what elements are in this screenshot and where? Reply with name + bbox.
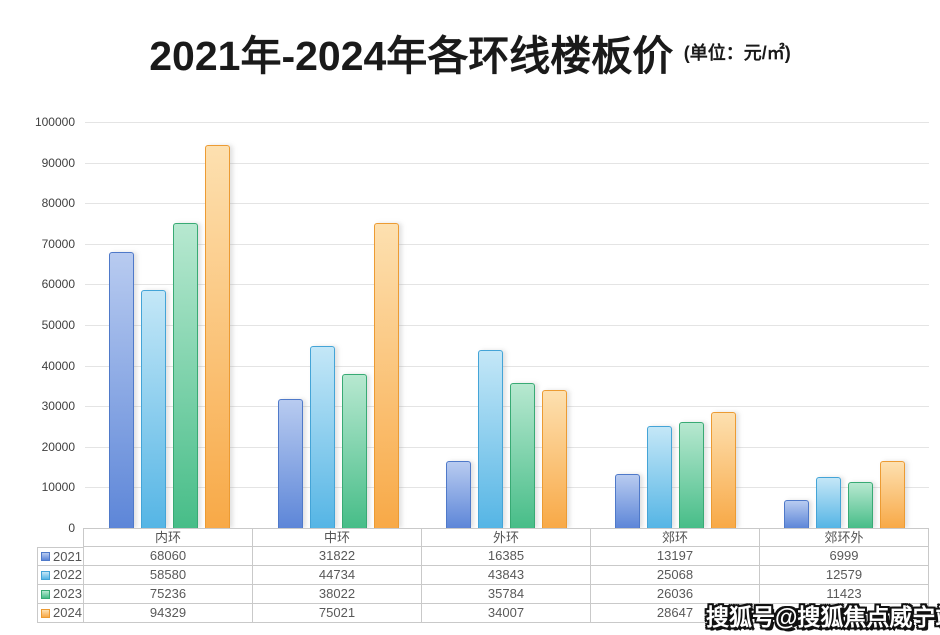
value-cell-2021-cat5: 6999: [760, 547, 929, 566]
value-cell-2023-cat4: 26036: [591, 585, 760, 604]
value-cell-2024-cat2: 75021: [253, 604, 422, 623]
value-cell-2022-cat5: 12579: [760, 566, 929, 585]
legend-year-label: 2023: [53, 586, 82, 601]
bar-2021-cat5: [784, 499, 810, 528]
bar-group-3: [423, 122, 592, 528]
gridline: [85, 487, 929, 489]
bar-2022-cat2: [309, 346, 335, 528]
value-cell-2024-cat3: 34007: [422, 604, 591, 623]
chart-title-text: 2021年-2024年各环线楼板价: [149, 33, 674, 79]
y-axis-label: 70000: [41, 236, 75, 251]
bar-2021-cat2: [277, 398, 303, 528]
bar-2023-cat4: [679, 422, 705, 528]
table-row-2021: 2021 68060 31822 16385 13197 6999: [37, 547, 929, 566]
category-header-4: 郊环: [591, 529, 760, 547]
table-row-2024: 2024 94329 75021 34007 28647 16500: [37, 604, 929, 623]
bar-2021-cat4: [615, 474, 641, 528]
value-cell-2023-cat2: 38022: [253, 585, 422, 604]
bar-2023-cat1: [172, 222, 198, 528]
value-cell-2022-cat1: 58580: [84, 566, 253, 585]
bar-2024-cat2: [373, 223, 399, 528]
legend-key-icon: [41, 589, 50, 599]
gridline: [85, 243, 929, 245]
category-header-2: 中环: [253, 529, 422, 547]
legend-cell-2022: 2022: [38, 566, 84, 585]
y-axis-label: 100000: [34, 115, 75, 129]
table-row-2022: 2022 58580 44734 43843 25068 12579: [37, 566, 929, 585]
category-header-5: 郊环外: [760, 529, 929, 547]
value-cell-2022-cat2: 44734: [253, 566, 422, 585]
bar-group-4: [591, 122, 760, 528]
bar-2024-cat3: [542, 389, 568, 528]
value-cell-2021-cat2: 31822: [253, 547, 422, 566]
value-cell-2022-cat3: 43843: [422, 566, 591, 585]
legend-year-label: 2022: [53, 567, 82, 582]
bar-2023-cat5: [848, 481, 874, 528]
bar-2024-cat5: [880, 461, 906, 528]
legend-key-icon: [41, 570, 50, 580]
legend-cell-2024: 2024: [38, 604, 84, 623]
legend-year-label: 2024: [53, 605, 82, 620]
value-cell-2021-cat3: 16385: [422, 547, 591, 566]
legend-key-icon: [41, 552, 50, 561]
legend-cell-2023: 2023: [38, 585, 84, 604]
y-axis-label: 50000: [41, 318, 75, 332]
bar-2022-cat5: [816, 476, 842, 528]
y-axis-label: 40000: [41, 358, 75, 373]
data-table-header-row: 内环 中环 外环 郊环 郊环外: [83, 528, 929, 547]
plot-area: 100000 90000 80000 70000 60000 50000 40000 3000…: [35, 115, 929, 535]
y-axis-label: 30000: [41, 399, 75, 414]
value-cell-2022-cat4: 25068: [591, 566, 760, 585]
bar-2024-cat1: [204, 145, 230, 528]
value-cell-2023-cat5: 11423: [760, 585, 929, 604]
watermark: 搜狐号@搜狐焦点威宁站: [706, 604, 940, 630]
bar-2024-cat4: [711, 411, 737, 528]
gridline: [85, 162, 929, 164]
y-axis-label: 80000: [41, 196, 75, 211]
gridline: [85, 406, 929, 408]
gridline: [85, 122, 929, 123]
gridline: [85, 203, 929, 205]
category-header-3: 外环: [422, 529, 591, 547]
bar-2021-cat1: [108, 251, 134, 528]
value-cell-2024-cat1: 94329: [84, 604, 253, 623]
gridline: [85, 446, 929, 448]
bar-group-1: [85, 122, 254, 528]
y-axis-label: 0: [68, 521, 75, 535]
value-cell-2023-cat1: 75236: [84, 585, 253, 604]
value-cell-2024-cat5: 16500: [760, 604, 929, 623]
bar-group-5: [760, 122, 929, 528]
legend-year-label: 2021: [53, 548, 82, 564]
bar-2022-cat4: [647, 426, 673, 528]
y-axis-label: 60000: [41, 277, 75, 292]
value-cell-2023-cat3: 35784: [422, 585, 591, 604]
bar-2022-cat1: [140, 290, 166, 528]
gridline: [85, 325, 929, 326]
legend-cell-2021: 2021: [38, 547, 84, 566]
value-cell-2021-cat1: 68060: [84, 547, 253, 566]
bar-2023-cat2: [341, 373, 367, 528]
chart-title: 2021年-2024年各环线楼板价 (单位：元/㎡): [70, 22, 870, 79]
y-axis-label: 10000: [41, 480, 75, 495]
table-row-2023: 2023 75236 38022 35784 26036 11423: [37, 585, 929, 604]
gridline: [85, 365, 929, 367]
value-cell-2024-cat4: 28647: [591, 604, 760, 623]
bar-2021-cat3: [446, 461, 472, 528]
chart-title-unit: (单位：元/㎡): [683, 43, 791, 63]
y-axis-label: 90000: [41, 155, 75, 170]
value-cell-2021-cat4: 13197: [591, 547, 760, 566]
legend-key-icon: [41, 608, 50, 618]
category-header-1: 内环: [84, 529, 253, 547]
bar-2023-cat3: [510, 382, 536, 528]
gridline: [85, 284, 929, 286]
y-axis-label: 20000: [41, 439, 75, 454]
bar-2022-cat3: [478, 350, 504, 528]
bar-group-2: [254, 122, 423, 528]
